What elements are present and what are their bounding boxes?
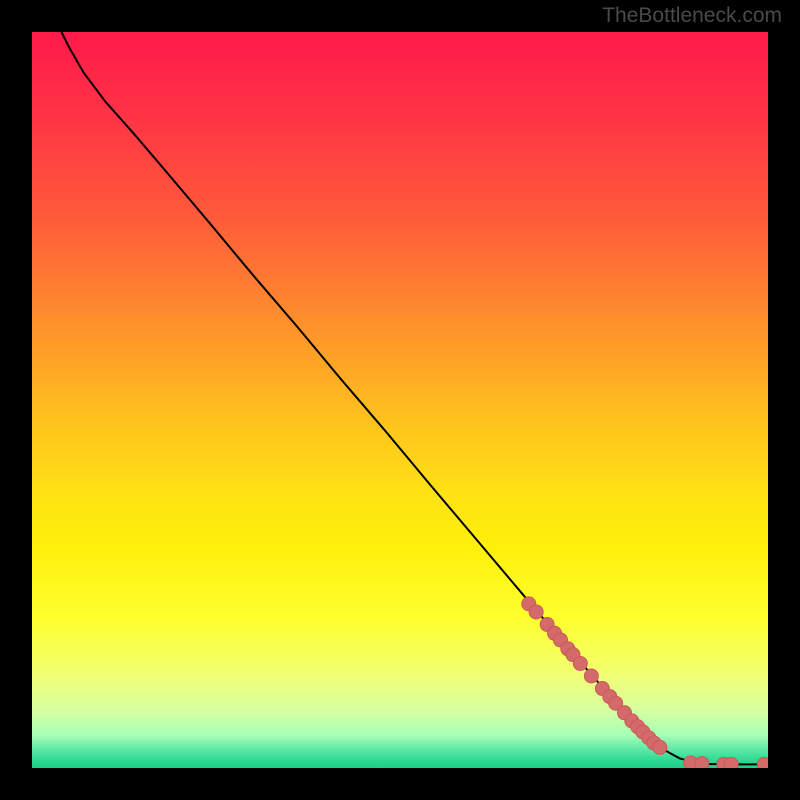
- chart-marker: [653, 740, 667, 754]
- chart-svg: [32, 32, 768, 768]
- chart-marker: [529, 605, 543, 619]
- chart-plot-area: [32, 32, 768, 768]
- chart-marker: [584, 669, 598, 683]
- chart-marker: [695, 757, 709, 768]
- chart-marker: [573, 656, 587, 670]
- watermark-text: TheBottleneck.com: [602, 4, 782, 28]
- chart-marker: [724, 757, 738, 768]
